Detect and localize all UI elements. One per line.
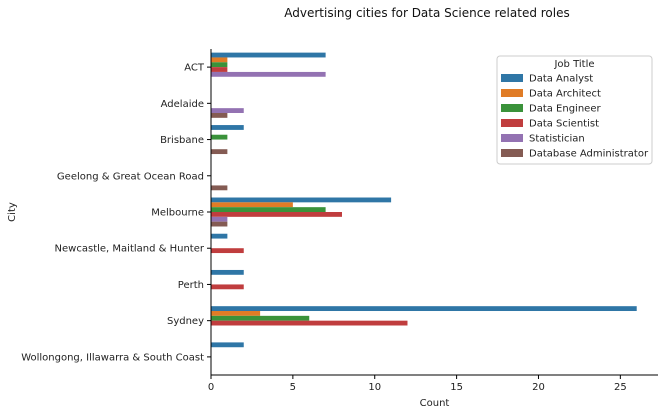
- y-tick-label: Perth: [178, 280, 204, 291]
- x-tick-label: 20: [532, 382, 545, 393]
- x-axis-title: Count: [420, 398, 450, 409]
- legend-swatch: [501, 134, 523, 142]
- bars-group: [211, 52, 637, 348]
- y-tick-label: Sydney: [167, 316, 204, 327]
- bar-statistician-4: [211, 216, 228, 222]
- legend-swatch: [501, 104, 523, 112]
- legend-label: Data Analyst: [529, 74, 593, 85]
- y-axis-title: City: [7, 202, 18, 222]
- x-tick-label: 0: [208, 382, 214, 393]
- legend-swatch: [501, 149, 523, 157]
- legend-box: [496, 55, 653, 165]
- bar-database-administrator-3: [211, 185, 228, 191]
- y-tick-label: Geelong & Great Ocean Road: [57, 171, 204, 182]
- legend-title: Job Title: [553, 59, 594, 70]
- bar-data-architect-0: [211, 57, 228, 63]
- bar-data-architect-4: [211, 202, 293, 208]
- legend-swatch: [501, 119, 523, 127]
- y-ticks-group: ACT Adelaide Brisbane Geelong & Great Ocean…: [21, 63, 211, 363]
- bar-data-architect-7: [211, 311, 261, 316]
- bar-data-analyst-0: [211, 52, 326, 58]
- bar-database-administrator-2: [211, 149, 228, 155]
- bar-data-analyst-8: [211, 342, 244, 348]
- y-tick-label: Adelaide: [161, 99, 204, 110]
- legend-swatch: [501, 74, 523, 82]
- x-tick-label: 25: [614, 382, 627, 393]
- bar-data-scientist-4: [211, 212, 342, 217]
- bar-data-scientist-0: [211, 67, 228, 72]
- x-tick-label: 15: [450, 382, 463, 393]
- legend-label: Data Scientist: [529, 119, 599, 130]
- legend-label: Data Architect: [529, 89, 601, 100]
- bar-data-scientist-6: [211, 284, 244, 290]
- bar-data-engineer-7: [211, 315, 310, 321]
- bar-data-engineer-0: [211, 62, 228, 68]
- y-tick-label: Brisbane: [160, 135, 204, 146]
- legend-label: Data Engineer: [529, 104, 601, 115]
- y-tick-label: Melbourne: [151, 208, 204, 219]
- bar-statistician-0: [211, 71, 326, 77]
- bar-data-analyst-7: [211, 306, 637, 312]
- y-tick-label: ACT: [184, 63, 205, 74]
- legend-swatch: [501, 89, 523, 97]
- x-tick-label: 10: [368, 382, 381, 393]
- bar-data-analyst-5: [211, 233, 228, 239]
- legend-label: Statistician: [529, 134, 585, 145]
- x-tick-label: 5: [290, 382, 296, 393]
- bar-data-engineer-4: [211, 207, 326, 212]
- legend-label: Database Administrator: [529, 149, 649, 160]
- bar-database-administrator-4: [211, 221, 228, 227]
- bar-data-analyst-2: [211, 125, 244, 130]
- y-tick-label: Newcastle, Maitland & Hunter: [55, 244, 205, 255]
- bar-data-analyst-4: [211, 197, 392, 203]
- chart-title: Advertising cities for Data Science rela…: [284, 6, 569, 20]
- y-tick-label: Wollongong, Illawarra & South Coast: [21, 352, 204, 363]
- legend-items: Data Analyst Data Architect Data Engineer D…: [501, 74, 649, 160]
- x-ticks-group: 0 5 10 15 20 25: [208, 375, 627, 393]
- bar-data-engineer-2: [211, 134, 228, 140]
- bar-database-administrator-1: [211, 112, 228, 118]
- bar-data-scientist-7: [211, 320, 408, 326]
- bar-data-scientist-5: [211, 248, 244, 254]
- bar-data-analyst-6: [211, 269, 244, 275]
- bar-statistician-1: [211, 108, 244, 113]
